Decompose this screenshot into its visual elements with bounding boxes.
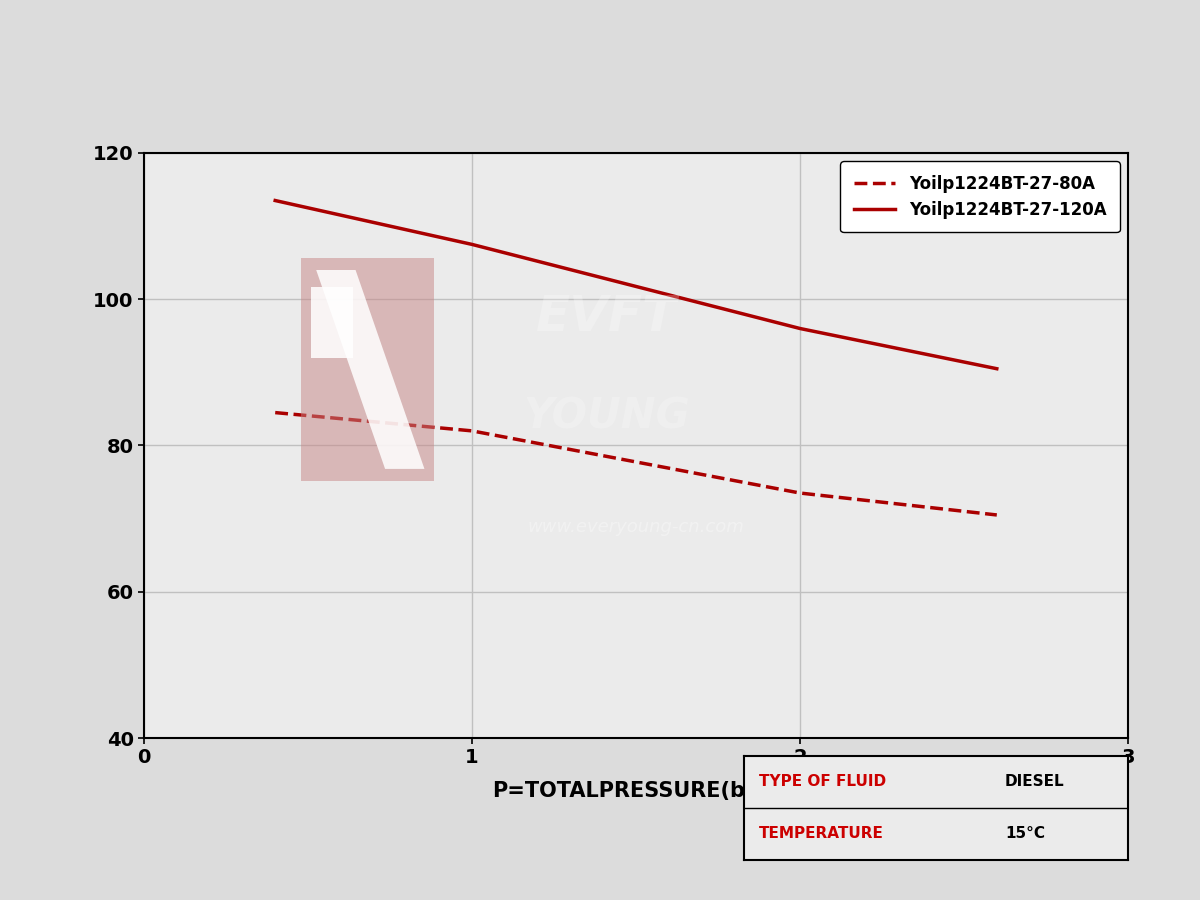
- Text: TEMPERATURE: TEMPERATURE: [760, 826, 884, 842]
- Yoilp1224BT-27-120A: [464, 239, 479, 250]
- Yoilp1224BT-27-80A: [464, 426, 479, 436]
- Yoilp1224BT-27-120A: [268, 195, 282, 206]
- FancyBboxPatch shape: [311, 287, 353, 358]
- Text: YOUNG: YOUNG: [523, 395, 690, 437]
- Yoilp1224BT-27-120A: [990, 364, 1004, 374]
- Line: Yoilp1224BT-27-80A: Yoilp1224BT-27-80A: [275, 412, 997, 515]
- Yoilp1224BT-27-120A: [793, 323, 808, 334]
- X-axis label: P=TOTALPRESSURE(bar): P=TOTALPRESSURE(bar): [492, 781, 780, 801]
- Yoilp1224BT-27-80A: [990, 509, 1004, 520]
- Text: 15°C: 15°C: [1006, 826, 1045, 842]
- Text: DIESEL: DIESEL: [1006, 774, 1064, 789]
- Yoilp1224BT-27-80A: [793, 488, 808, 499]
- Legend: Yoilp1224BT-27-80A, Yoilp1224BT-27-120A: Yoilp1224BT-27-80A, Yoilp1224BT-27-120A: [840, 161, 1120, 232]
- Line: Yoilp1224BT-27-120A: Yoilp1224BT-27-120A: [275, 201, 997, 369]
- FancyBboxPatch shape: [301, 258, 434, 481]
- Text: TYPE OF FLUID: TYPE OF FLUID: [760, 774, 887, 789]
- Polygon shape: [317, 270, 425, 469]
- Text: www.everyoung-cn.com: www.everyoung-cn.com: [528, 518, 744, 536]
- Text: EVFT: EVFT: [536, 292, 677, 341]
- Yoilp1224BT-27-80A: [268, 407, 282, 418]
